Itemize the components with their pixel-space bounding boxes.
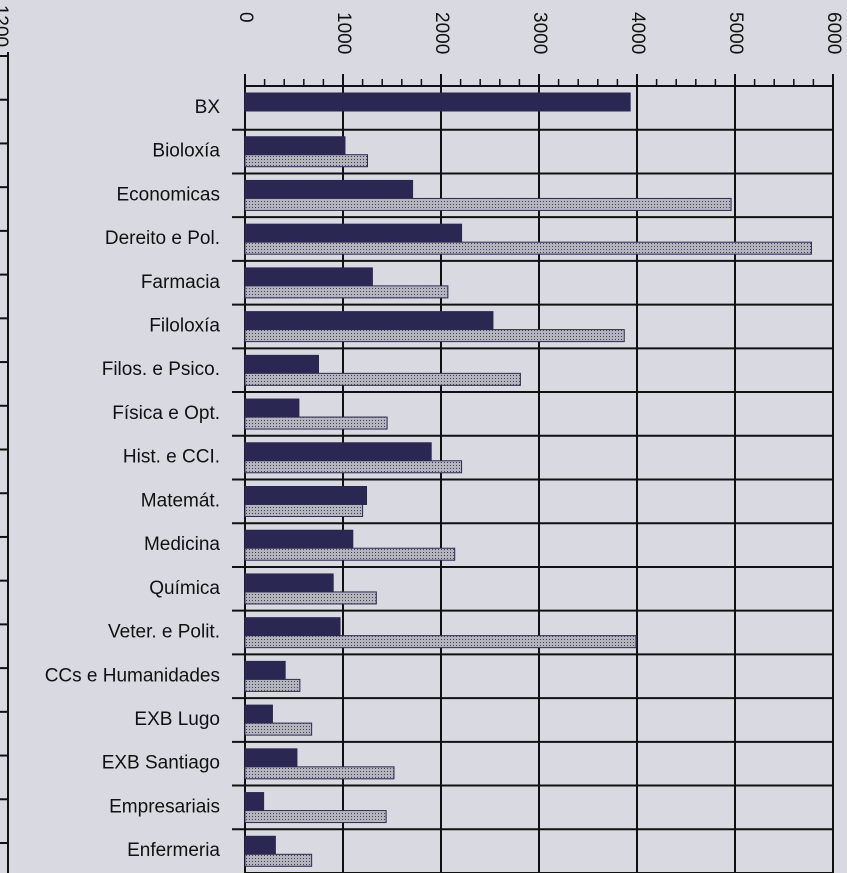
y-tick-label: Matemát.	[141, 490, 220, 511]
y-tick-label: Dereito e Pol.	[105, 228, 220, 249]
y-tick-label: Empresariais	[109, 796, 220, 817]
x-tick-label: 3000	[529, 12, 550, 54]
y-tick-label: Química	[149, 578, 220, 599]
y-tick-label: CCs e Humanidades	[45, 665, 220, 686]
y-tick-label: Farmacia	[141, 272, 221, 293]
bar-texture	[245, 723, 312, 736]
y-tick-label: Hist. e CCI.	[123, 447, 220, 468]
bar	[244, 748, 298, 768]
bar	[244, 92, 631, 112]
bar-texture	[245, 854, 312, 867]
y-tick-label: Medicina	[144, 534, 220, 555]
bar	[244, 704, 273, 724]
bar-texture	[245, 285, 448, 298]
bar-texture	[245, 154, 368, 167]
bar-texture	[245, 198, 732, 211]
x-tick-label: 1000	[333, 12, 354, 54]
bar	[244, 792, 265, 812]
y-tick-label: Enfermeria	[127, 840, 220, 861]
x-tick-label: 6000	[823, 12, 844, 54]
bar	[244, 442, 432, 462]
y-tick-label: Economicas	[117, 184, 221, 205]
bar	[244, 529, 354, 549]
bar-texture	[245, 766, 394, 779]
bar-texture	[245, 548, 455, 561]
bar	[244, 617, 341, 637]
bar-texture	[245, 329, 625, 342]
bar-texture	[245, 810, 387, 823]
x-tick-label: 2000	[431, 12, 452, 54]
bar	[244, 573, 334, 593]
bar-texture	[245, 635, 637, 648]
bar	[244, 660, 286, 680]
bar	[244, 311, 494, 331]
bar	[244, 486, 368, 505]
left-axis-label: 1200	[0, 5, 11, 47]
bar	[244, 354, 319, 374]
bar	[244, 398, 300, 418]
x-tick-label: 0	[235, 12, 256, 23]
y-tick-label: Física e Opt.	[112, 403, 220, 424]
bar-texture	[245, 373, 521, 386]
bar-texture	[245, 460, 462, 473]
y-tick-label: Filoloxía	[149, 315, 220, 336]
bar-texture	[245, 591, 377, 604]
x-tick-label: 5000	[725, 12, 746, 54]
bar	[244, 179, 414, 199]
y-tick-label: Veter. e Polit.	[108, 622, 220, 643]
y-tick-label: Bioloxía	[152, 141, 220, 162]
y-tick-label: BX	[195, 97, 221, 118]
bar	[244, 223, 463, 243]
bar-texture	[245, 417, 388, 430]
bar-texture	[245, 679, 300, 692]
bar	[244, 267, 373, 287]
y-tick-label: EXB Santiago	[102, 753, 220, 774]
y-tick-label: EXB Lugo	[134, 709, 220, 730]
bar	[244, 136, 346, 156]
bar	[244, 835, 276, 855]
y-tick-label: Filos. e Psico.	[102, 359, 220, 380]
bar-texture	[245, 504, 363, 517]
bar-texture	[245, 242, 812, 255]
x-tick-label: 4000	[627, 12, 648, 54]
